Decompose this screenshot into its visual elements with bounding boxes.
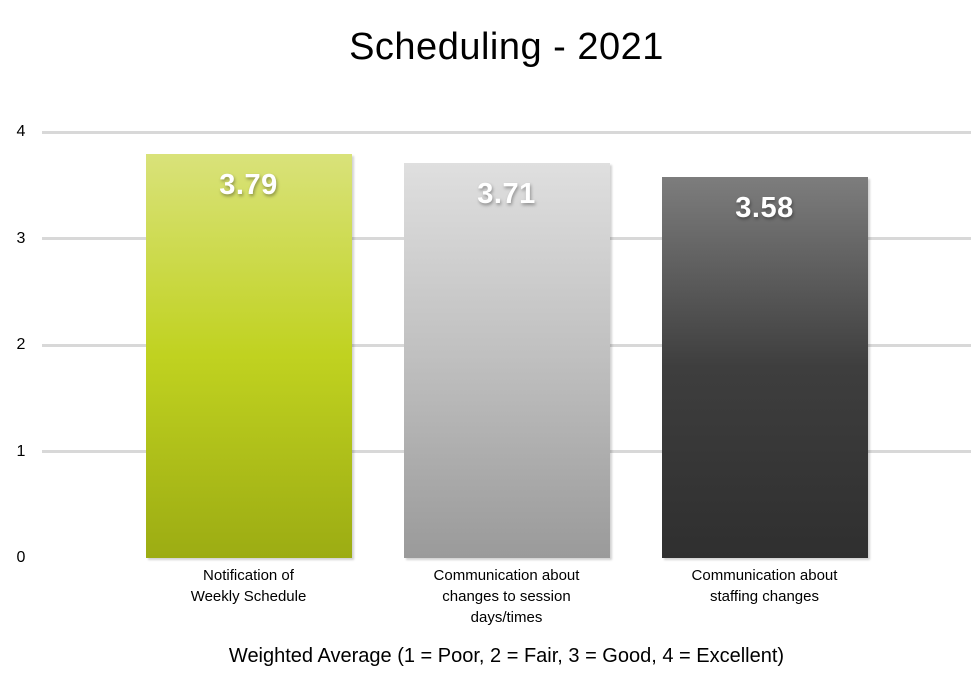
- x-axis-title: Weighted Average (1 = Poor, 2 = Fair, 3 …: [228, 645, 785, 667]
- y-tick-label: 0: [16, 549, 26, 566]
- bar-notification-of-weekly-schedule: 3.79: [145, 154, 352, 558]
- category-label-communication-staffing-changes: Communication about staffing changes: [691, 567, 838, 605]
- chart-title: Scheduling - 2021: [349, 26, 664, 68]
- plot-area: 0 1 2 3 4 3.79 3.71 3.58 Notification of Wee…: [17, 123, 971, 626]
- y-tick-label: 4: [16, 123, 26, 140]
- bar-communication-staffing-changes: 3.58: [661, 176, 868, 558]
- bar-value-label: 3.71: [477, 177, 536, 210]
- category-label-communication-changes-session-days-times: Communication about changes to session d…: [433, 567, 580, 626]
- bars-row: 3.79 3.71 3.58: [42, 132, 971, 558]
- y-tick-label: 1: [16, 442, 26, 460]
- category-label-notification-of-weekly-schedule: Notification of Weekly Schedule: [190, 567, 307, 605]
- bar-value-label: 3.79: [219, 169, 278, 202]
- bar-communication-changes-session-days-times: 3.71: [403, 162, 610, 558]
- gridline: [42, 130, 971, 134]
- y-tick-label: 3: [16, 229, 26, 247]
- bar-value-label: 3.58: [735, 191, 794, 224]
- y-tick-label: 2: [16, 336, 26, 353]
- category-labels-row: Notification of Weekly Schedule Communic…: [42, 565, 971, 628]
